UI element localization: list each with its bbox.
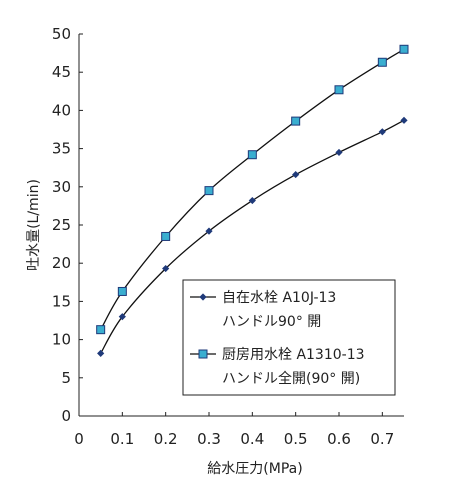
y-tick-label: 5 [61,369,71,387]
series-2-point [117,286,127,296]
y-tick-label: 10 [52,331,71,349]
series-1-point [248,196,256,205]
y-tick-label: 0 [61,407,71,425]
series-1-point [97,349,105,357]
series-1-point [162,264,170,273]
series-2-point [291,116,301,126]
series-1-point [335,148,343,157]
x-tick-label: 0.2 [154,430,178,448]
series-1-point [205,227,213,235]
series-2 [96,44,409,335]
series-2-point [161,231,171,241]
series-1-point [118,313,126,321]
y-tick-label: 35 [52,140,71,158]
series-2-point [247,150,257,160]
legend-box [182,279,396,396]
series-2-point [377,57,387,67]
x-tick-label: 0.4 [240,430,264,448]
legend-items [190,293,216,359]
legend-label-series-2: 厨房用水栓 A1310-13 [222,347,365,363]
series-2-point [399,44,409,54]
x-ticks: 0 0.1 0.2 0.3 0.4 0.5 0.6 0.7 [74,412,394,448]
series-1-point [400,116,408,124]
series-2-point [96,325,106,335]
y-ticks: 0 5 10 15 20 25 30 35 40 45 50 [52,25,83,425]
series-1-point [292,170,300,179]
legend-label-series-2-line2: ハンドル全開(90° 開) [222,370,360,387]
legend-label-series-1-line2: ハンドル90° 開 [222,314,321,330]
legend-label-series-1: 自在水栓 A10J-13 [222,290,336,306]
y-tick-label: 40 [52,101,71,119]
y-axis-label: 吐水量(L/min) [26,179,42,271]
y-tick-label: 25 [52,216,71,234]
y-tick-label: 15 [52,292,71,310]
series-lines [96,44,409,357]
y-tick-label: 45 [52,63,71,81]
x-tick-label: 0.5 [284,430,308,448]
series-2-point [334,85,344,95]
y-tick-label: 50 [52,25,71,43]
series-1 [97,116,408,357]
x-tick-label: 0.1 [110,430,134,448]
legend-swatch-marker [198,349,208,359]
y-tick-label: 20 [52,254,71,272]
legend-swatch-marker [199,293,207,301]
x-tick-label: 0.6 [327,430,351,448]
series-2-point [204,186,214,196]
x-tick-label: 0 [74,430,84,448]
x-tick-label: 0.3 [197,430,221,448]
x-tick-label: 0.7 [370,430,394,448]
y-tick-label: 30 [52,178,71,196]
series-1-point [378,128,386,136]
x-axis-label: 給水圧力(MPa) [207,461,302,477]
legend: 自在水栓 A10J-13 ハンドル90° 開 厨房用水栓 A1310-13 ハン… [182,279,396,396]
